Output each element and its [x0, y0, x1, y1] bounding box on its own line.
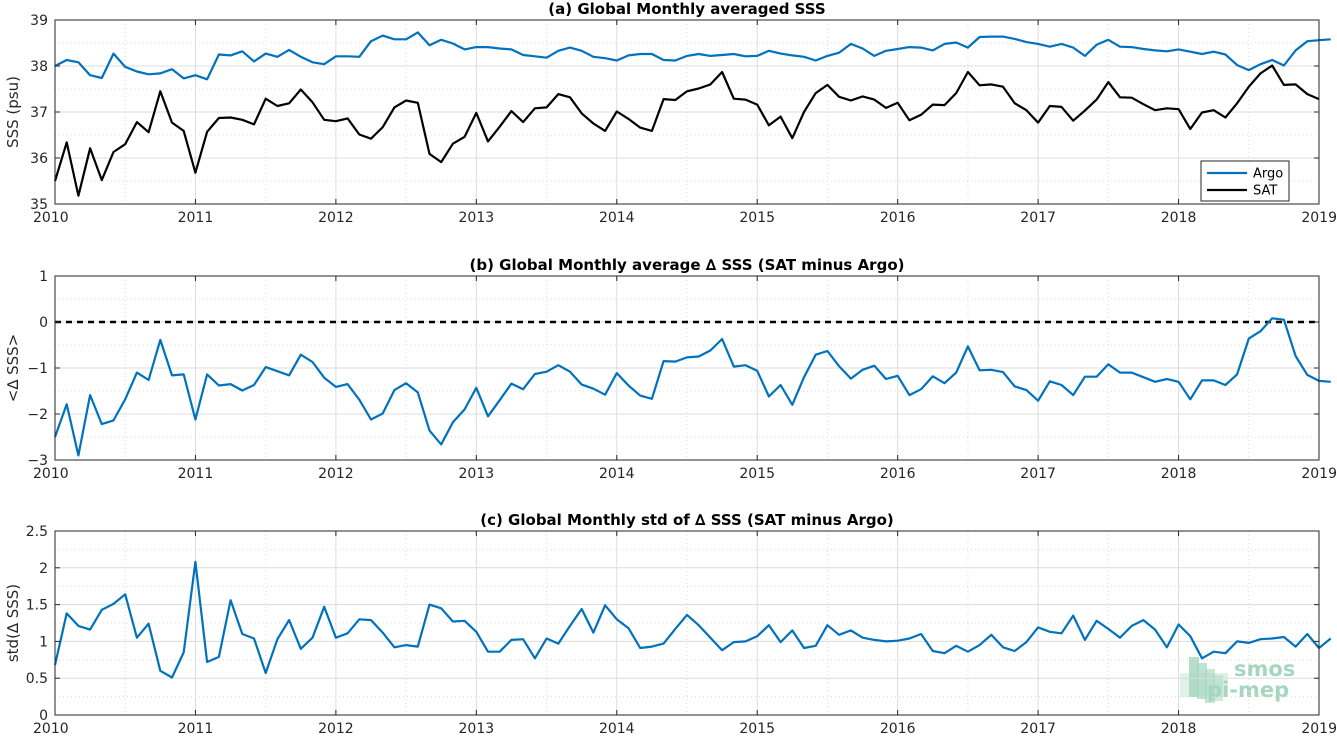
watermark-pi-mep: pi-mep: [1207, 678, 1289, 702]
y-tick-label: −2: [27, 407, 48, 423]
watermark-graphic: [1180, 657, 1228, 703]
x-tick-label: 2015: [739, 721, 775, 736]
x-tick-label: 2010: [33, 466, 69, 482]
y-axis-label: <∆ SSS>: [4, 334, 22, 403]
x-tick-label: 2012: [318, 210, 354, 226]
x-tick-label: 2017: [1020, 210, 1056, 226]
x-tick-label: 2012: [318, 466, 354, 482]
chart-panel-c: 2010 2011 2012 2013 2014 2015 2016 2017 2018 2019…: [4, 511, 1337, 736]
tick-labels: 2010 2011 2012 2013 2014 2015 2016 2017 2018 2019…: [26, 524, 1337, 736]
chart-title: (a) Global Monthly averaged SSS: [548, 0, 825, 18]
y-axis-label: SSS (psu): [4, 76, 22, 148]
series-line: [53, 560, 1332, 679]
series-line-sat: [53, 64, 1320, 197]
x-tick-label: 2014: [599, 721, 635, 736]
tick-labels: 2010 2011 2012 2013 2014 2015 2016 2017 2018 2019…: [30, 13, 1337, 226]
legend-box: [1200, 160, 1290, 202]
y-tick-label: 2: [39, 561, 48, 577]
x-tick-label: 2016: [880, 466, 916, 482]
watermark-logo: smos pi-mep: [1180, 657, 1295, 703]
chart-title: (b) Global Monthly average ∆ SSS (SAT mi…: [470, 256, 905, 274]
chart-panel-b: 2010 2011 2012 2013 2014 2015 2016 2017 2018 2019…: [4, 256, 1337, 482]
y-tick-label: 38: [30, 59, 48, 75]
x-tick-label: 2017: [1020, 466, 1056, 482]
minor-gridlines: [55, 531, 1319, 715]
y-tick-label: 1.5: [26, 598, 48, 614]
x-tick-label: 2018: [1161, 466, 1197, 482]
y-tick-label: −3: [27, 453, 48, 469]
x-tick-label: 2010: [33, 210, 69, 226]
y-tick-label: 0: [39, 708, 48, 724]
series-line-argo: [54, 31, 1331, 81]
legend-label-sat: SAT: [1253, 184, 1277, 199]
x-tick-label: 2019: [1301, 721, 1337, 736]
x-tick-label: 2010: [33, 721, 69, 736]
y-tick-label: 35: [30, 197, 48, 213]
y-tick-label: 1: [39, 634, 48, 650]
axes-box: [54, 530, 1320, 716]
tick-labels: 2010 2011 2012 2013 2014 2015 2016 2017 2018 2019…: [27, 269, 1337, 482]
x-tick-label: 2015: [739, 466, 775, 482]
x-tick-label: 2013: [459, 210, 495, 226]
legend: Argo SAT: [1200, 160, 1290, 202]
y-tick-label: 0: [39, 315, 48, 331]
legend-label-argo: Argo: [1253, 167, 1283, 182]
y-tick-label: 1: [39, 269, 48, 285]
x-tick-label: 2011: [178, 210, 214, 226]
x-tick-label: 2019: [1301, 210, 1337, 226]
x-tick-label: 2014: [599, 466, 635, 482]
x-tick-label: 2013: [459, 721, 495, 736]
chart-panel-a: 2010 2011 2012 2013 2014 2015 2016 2017 2018 2019…: [4, 0, 1337, 226]
x-tick-label: 2014: [599, 210, 635, 226]
x-tick-label: 2012: [318, 721, 354, 736]
x-tick-label: 2015: [739, 210, 775, 226]
x-tick-label: 2019: [1301, 466, 1337, 482]
x-tick-label: 2016: [880, 721, 916, 736]
x-tick-label: 2018: [1161, 210, 1197, 226]
y-tick-label: 39: [30, 13, 48, 29]
x-tick-label: 2017: [1020, 721, 1056, 736]
y-tick-label: 37: [30, 105, 48, 121]
x-tick-label: 2013: [459, 466, 495, 482]
x-tick-label: 2018: [1161, 721, 1197, 736]
y-axis-label: std(∆ SSS): [4, 584, 22, 662]
y-tick-label: −1: [27, 361, 48, 377]
chart-title: (c) Global Monthly std of ∆ SSS (SAT min…: [480, 511, 894, 529]
y-tick-label: 36: [30, 151, 48, 167]
watermark-smos: smos: [1234, 657, 1295, 681]
y-tick-label: 0.5: [26, 671, 48, 687]
y-tick-label: 2.5: [26, 524, 48, 540]
x-tick-label: 2011: [178, 466, 214, 482]
series-line: [53, 317, 1331, 457]
x-tick-label: 2016: [880, 210, 916, 226]
x-tick-label: 2011: [178, 721, 214, 736]
